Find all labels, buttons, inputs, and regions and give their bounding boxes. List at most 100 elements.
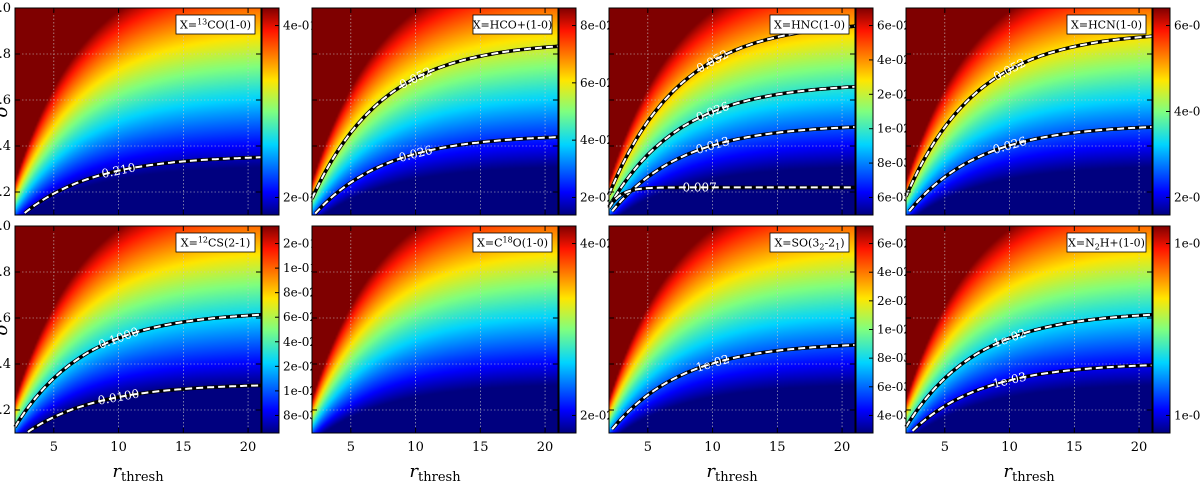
colorbar-tick-label: 6e-02 bbox=[580, 76, 614, 90]
panel-label-text: X=HCN(1-0) bbox=[1071, 19, 1142, 32]
heatmap-image bbox=[15, 8, 261, 215]
contour-line bbox=[611, 126, 856, 212]
contour-line bbox=[24, 156, 262, 214]
panel-label: X=SO(32-21) bbox=[769, 232, 850, 253]
colorbar-tick-label: 2e-02 bbox=[877, 87, 911, 101]
axes-frame bbox=[608, 7, 856, 216]
panel-label-box bbox=[175, 14, 256, 35]
y-tick-label: 0.4 bbox=[0, 139, 11, 154]
colorbar: 4e-01 2e-01 bbox=[261, 7, 317, 216]
panel-label-text: X=C18O(1-0) bbox=[477, 236, 548, 250]
colorbar: 8e-02 6e-02 4e-02 2e-02 bbox=[558, 7, 614, 216]
x-tick-label: 10 bbox=[110, 440, 127, 455]
x-tick-label: 5 bbox=[50, 440, 58, 455]
contour-line bbox=[27, 384, 262, 433]
colorbar-tick-label: 6e-02 bbox=[283, 310, 317, 324]
contour-line bbox=[14, 313, 262, 428]
colorbar-tick-label: 4e-02 bbox=[580, 237, 614, 251]
x-tick-label: 10 bbox=[704, 440, 721, 455]
colorbar: 6e-02 4e-02 2e-02 1e-02 8e-03 6e-03 bbox=[855, 7, 911, 216]
colorbar-gradient bbox=[558, 7, 577, 216]
colorbar-tick-label: 1e-02 bbox=[1174, 237, 1200, 251]
colorbar-tick-label: 1e-01 bbox=[283, 261, 317, 275]
contour-0: 0.210 bbox=[23, 155, 262, 215]
colorbar-tick-label: 2e-02 bbox=[283, 359, 317, 373]
colorbar-tick-label: 6e-03 bbox=[877, 380, 911, 394]
colorbar-tick-label: 1e-02 bbox=[877, 122, 911, 136]
y-tick-label: 1.0 bbox=[0, 219, 11, 234]
panel-label-text: X=HNC(1-0) bbox=[774, 19, 845, 32]
contour-line bbox=[314, 136, 559, 215]
contour-line bbox=[608, 85, 856, 208]
x-tick-label: 20 bbox=[240, 440, 257, 455]
y-tick-label: 0.2 bbox=[0, 185, 11, 200]
panel-label: X=12CS(2-1) bbox=[175, 232, 256, 253]
x-axis-label: rthresh bbox=[112, 461, 164, 481]
colorbar-gradient bbox=[261, 225, 280, 434]
panel-label-box bbox=[175, 232, 256, 253]
axes-frame bbox=[905, 7, 1153, 216]
x-tick-label: 15 bbox=[1066, 440, 1083, 455]
colorbar-tick-label: 6e-02 bbox=[877, 19, 911, 33]
colorbar: 2e-01 1e-01 8e-02 6e-02 4e-02 2e-02 1e-02 8e-03 bbox=[261, 225, 317, 434]
panel-p6: 1e-02 5 10 15 20 rthresh X=SO(32-21) 6e-02 4e-02… bbox=[608, 225, 911, 481]
y-tick-label: 0.6 bbox=[0, 93, 11, 108]
colorbar-tick-label: 4e-02 bbox=[877, 53, 911, 67]
x-axis-label: rthresh bbox=[409, 461, 461, 481]
panel-label-text: X=SO(32-21) bbox=[774, 237, 844, 252]
panel-p5: 5 10 15 20 rthresh X=C18O(1-0) 4e-02 2e-02 bbox=[311, 225, 614, 481]
colorbar-tick-label: 1e-02 bbox=[877, 323, 911, 337]
contour-line bbox=[908, 126, 1153, 212]
panel-label: X=HNC(1-0) bbox=[769, 14, 850, 35]
contour-line bbox=[905, 35, 1153, 197]
panel-label-box bbox=[472, 14, 553, 35]
y-tick-label: 0.2 bbox=[0, 403, 11, 418]
colorbar-tick-label: 8e-02 bbox=[283, 286, 317, 300]
x-tick-label: 20 bbox=[1131, 440, 1148, 455]
x-tick-label: 5 bbox=[644, 440, 652, 455]
heatmap-image bbox=[609, 8, 855, 215]
panel-label: X=C18O(1-0) bbox=[472, 232, 553, 253]
x-tick-label: 20 bbox=[537, 440, 554, 455]
colorbar-tick-label: 2e-02 bbox=[580, 408, 614, 422]
x-tick-label: 15 bbox=[175, 440, 192, 455]
x-axis-label: rthresh bbox=[1003, 461, 1055, 481]
colorbar-tick-label: 6e-02 bbox=[877, 237, 911, 251]
colorbar-tick-label: 2e-02 bbox=[580, 190, 614, 204]
contour-label: 0.210 bbox=[100, 160, 136, 181]
panel-label-box bbox=[1066, 232, 1147, 253]
axes-frame bbox=[905, 225, 1153, 434]
x-tick-label: 20 bbox=[834, 440, 851, 455]
contour-line bbox=[911, 364, 1153, 432]
heatmap-image bbox=[906, 226, 1152, 433]
contour-line bbox=[905, 313, 1153, 428]
panel-label-box bbox=[1066, 14, 1147, 35]
colorbar-tick-label: 8e-03 bbox=[877, 156, 911, 170]
axes-frame bbox=[14, 7, 262, 216]
colorbar-tick-label: 2e-01 bbox=[283, 237, 317, 251]
colorbar: 4e-02 2e-02 bbox=[558, 225, 614, 434]
colorbar-gradient bbox=[261, 7, 280, 216]
panel-p0: 0.210 0.2 0.4 0.6 0.8 1.0 σ X=13CO(1-0) 4e-01 2e-… bbox=[0, 1, 317, 216]
panel-label-box bbox=[769, 232, 850, 253]
panel-label-text: X=N2H+(1-0) bbox=[1068, 237, 1145, 252]
contour-label: 0.007 bbox=[682, 180, 716, 194]
colorbar-tick-label: 4e-03 bbox=[877, 408, 911, 422]
panel-label-box bbox=[472, 232, 553, 253]
x-tick-label: 15 bbox=[769, 440, 786, 455]
panel-label: X=N2H+(1-0) bbox=[1066, 232, 1147, 253]
x-tick-label: 5 bbox=[941, 440, 949, 455]
colorbar-tick-label: 2e-01 bbox=[283, 190, 317, 204]
y-axis-label: σ bbox=[0, 323, 12, 336]
y-tick-label: 1.0 bbox=[0, 1, 11, 16]
colorbar-tick-label: 6e-03 bbox=[877, 190, 911, 204]
panel-label-box bbox=[769, 14, 850, 35]
panel-label-text: X=13CO(1-0) bbox=[180, 18, 251, 32]
axes-frame bbox=[311, 7, 559, 216]
contour-3: 0.007 bbox=[607, 180, 855, 210]
colorbar-tick-label: 6e-02 bbox=[1174, 19, 1200, 33]
axes-frame bbox=[311, 225, 559, 434]
